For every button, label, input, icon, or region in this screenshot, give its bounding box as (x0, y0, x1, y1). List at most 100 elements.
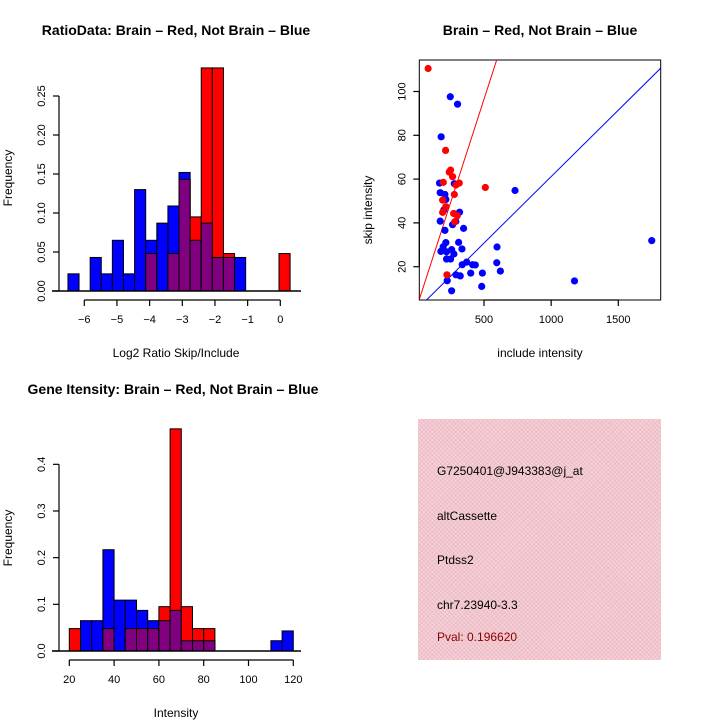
histogram-bar-overlap (124, 628, 138, 652)
x-tick-label: 500 (475, 314, 493, 326)
scatter-point-not-brain (436, 217, 444, 225)
scatter-point-brain (452, 181, 460, 189)
scatter-point-brain (453, 212, 461, 220)
scatter-point-not-brain (471, 261, 479, 269)
scatter-point-not-brain (441, 226, 449, 234)
histogram-bar-brain (68, 628, 82, 652)
scatter-point-not-brain (456, 272, 464, 280)
histogram-bar-not-brain (234, 256, 247, 292)
y-tick-label: 0.3 (36, 503, 48, 518)
x-tick-label: 1500 (606, 314, 630, 326)
scatter-point-not-brain (437, 133, 445, 141)
scatter-point-not-brain (467, 269, 475, 277)
plot-box (418, 59, 662, 301)
scatter-point-not-brain (453, 100, 462, 108)
histogram-bar-overlap (136, 628, 149, 652)
scatter-point-not-brain (493, 259, 501, 267)
scatter-point-not-brain (648, 237, 656, 245)
histogram-bar-not-brain (100, 273, 113, 292)
x-tick-label: 120 (284, 674, 302, 686)
histogram-bar-not-brain (122, 273, 136, 292)
y-axis-label: Frequency (1, 510, 15, 567)
histogram-bar-overlap (211, 256, 224, 292)
y-tick-label: 0.2 (36, 550, 48, 565)
x-axis-label: Intensity (154, 706, 199, 720)
scatter-point-brain (441, 146, 450, 155)
y-tick-label: 0.0 (36, 643, 48, 658)
histogram-bar-not-brain (281, 630, 294, 652)
fit-line (425, 67, 661, 300)
y-tick-label: 60 (396, 173, 408, 185)
scatter-point-not-brain (458, 261, 466, 269)
x-tick-label: 40 (108, 674, 120, 686)
histogram-bar-overlap (189, 239, 202, 292)
scatter-point-not-brain (459, 224, 468, 232)
x-axis-label: include intensity (497, 346, 582, 360)
scatter-point-not-brain (493, 243, 501, 251)
chart-title: Gene Itensity: Brain – Red, Not Brain – … (28, 381, 319, 397)
histogram-bar-not-brain (134, 189, 147, 292)
histogram-bar-not-brain (111, 239, 124, 292)
scatter-point-not-brain (442, 255, 451, 263)
scatter-point-brain (443, 271, 451, 279)
x-tick-label: −6 (78, 314, 91, 326)
fit-line (419, 60, 498, 300)
histogram-bar-not-brain (89, 256, 102, 292)
y-tick-label: 0.05 (36, 241, 48, 262)
scatter-point-not-brain (443, 277, 451, 285)
histogram-bar-overlap (158, 620, 171, 652)
y-tick-label: 0.15 (36, 163, 48, 184)
histogram-bar-not-brain (91, 620, 104, 652)
scatter-point-not-brain (437, 247, 445, 255)
y-tick-label: 0.1 (36, 597, 48, 612)
histogram-bar-not-brain (270, 640, 283, 652)
event-type-text: altCassette (437, 509, 498, 523)
histogram-bar-overlap (145, 253, 158, 292)
y-tick-label: 20 (396, 261, 408, 273)
scatter-point-brain (439, 196, 447, 204)
probe-id-text: G7250401@J943383@j_at (437, 464, 583, 478)
y-tick-label: 0.4 (36, 457, 48, 472)
scatter-point-not-brain (446, 93, 454, 101)
x-axis-label: Log2 Ratio Skip/Include (113, 346, 240, 360)
y-tick-label: 40 (396, 217, 408, 229)
histogram-bar-not-brain (80, 620, 93, 652)
y-axis-label: skip intensity (361, 176, 375, 245)
histogram-bar-overlap (167, 253, 180, 292)
scatter-point-brain (439, 178, 447, 186)
histogram-bar-overlap (147, 628, 160, 652)
scatter-point-not-brain (478, 282, 486, 291)
x-tick-label: −1 (241, 314, 254, 326)
scatter-point-brain (451, 218, 459, 226)
scatter-point-not-brain (458, 245, 466, 253)
y-tick-label: 100 (396, 82, 408, 100)
y-axis-label: Frequency (1, 150, 15, 207)
y-tick-label: 0.20 (36, 124, 48, 145)
histogram-bar-overlap (222, 256, 236, 292)
scatter-point-not-brain (511, 186, 519, 195)
scatter-point-brain (450, 190, 458, 199)
x-tick-label: −5 (111, 314, 124, 326)
x-tick-label: 20 (63, 674, 75, 686)
scatter-point-not-brain (448, 287, 456, 295)
x-tick-label: −3 (176, 314, 189, 326)
scatter-point-brain (439, 208, 447, 216)
histogram-bar-overlap (178, 178, 191, 292)
histogram-bar-overlap (192, 640, 205, 652)
histogram-bar-not-brain (67, 273, 80, 292)
x-tick-label: 100 (239, 674, 257, 686)
y-tick-label: 0.10 (36, 202, 48, 223)
histogram-bar-overlap (200, 222, 213, 292)
scatter-point-not-brain (496, 267, 504, 275)
histogram-bar-overlap (180, 640, 194, 652)
scatter-point-brain (424, 64, 432, 73)
histogram-bar-overlap (203, 640, 216, 652)
scatter-point-not-brain (478, 269, 486, 277)
chart-title: Brain – Red, Not Brain – Blue (443, 22, 638, 38)
y-tick-label: 80 (396, 129, 408, 141)
x-tick-label: 60 (153, 674, 165, 686)
x-tick-label: 0 (277, 314, 283, 326)
y-tick-label: 0.25 (36, 85, 48, 106)
